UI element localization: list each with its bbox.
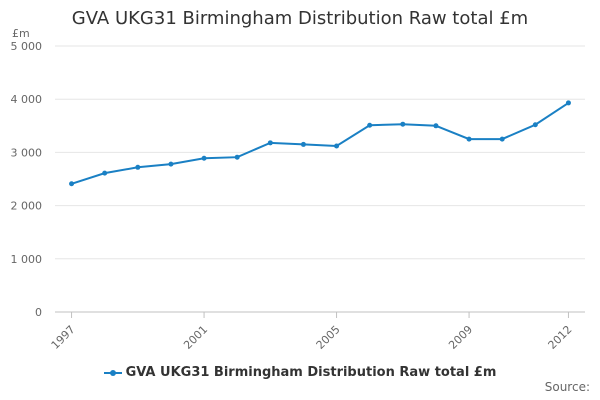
data-point[interactable] [433, 123, 439, 129]
gridlines [55, 45, 585, 313]
x-tick-label: 2012 [546, 323, 575, 352]
series-line [71, 102, 569, 185]
data-point[interactable] [466, 136, 472, 142]
y-tick-label: 0 [35, 306, 42, 319]
series-points [69, 100, 571, 187]
data-point[interactable] [367, 122, 373, 128]
data-point[interactable] [69, 181, 75, 187]
x-tick-label: 2009 [446, 323, 475, 352]
chart-title: GVA UKG31 Birmingham Distribution Raw to… [71, 8, 529, 29]
y-tick-label: 3 000 [11, 146, 43, 159]
legend-marker-icon [103, 366, 122, 380]
data-point[interactable] [400, 121, 406, 127]
x-tick-label: 1997 [49, 323, 78, 352]
data-point[interactable] [135, 164, 141, 170]
y-tick-label: 4 000 [11, 93, 43, 106]
data-point[interactable] [532, 122, 538, 128]
legend[interactable]: GVA UKG31 Birmingham Distribution Raw to… [0, 365, 600, 380]
data-point[interactable] [334, 143, 340, 149]
data-point[interactable] [168, 161, 174, 167]
x-tick-label: 2005 [314, 323, 343, 352]
data-point[interactable] [300, 141, 306, 147]
y-tick-label: 2 000 [11, 200, 43, 213]
data-point[interactable] [499, 136, 505, 142]
y-tick-label: 5 000 [11, 40, 43, 53]
data-point[interactable] [267, 140, 273, 146]
data-point[interactable] [565, 100, 571, 106]
data-point[interactable] [102, 170, 108, 176]
y-tick-label: 1 000 [11, 253, 43, 266]
source-label: Source: [544, 380, 590, 394]
data-point[interactable] [201, 155, 207, 161]
y-axis-tick-labels: 0 1 000 2 000 3 000 4 000 5 000 [11, 40, 43, 319]
x-axis-tick-labels: 1997 2001 2005 2009 2012 [49, 312, 575, 352]
legend-label: GVA UKG31 Birmingham Distribution Raw to… [125, 365, 497, 380]
x-tick-label: 2001 [181, 323, 210, 352]
data-point[interactable] [234, 154, 240, 160]
y-axis-unit-label: £m [12, 27, 30, 40]
